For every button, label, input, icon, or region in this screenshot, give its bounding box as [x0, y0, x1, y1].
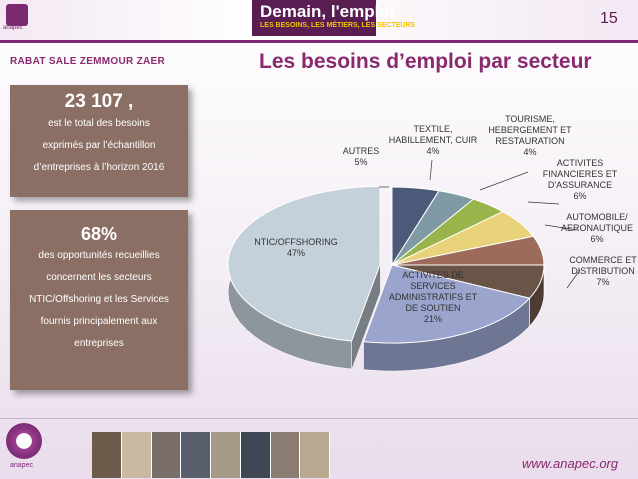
card-line: NTIC/Offshoring et les Services — [29, 294, 169, 305]
brand-subtitle: LES BESOINS, LES MÉTIERS, LES SECTEURS — [260, 22, 416, 29]
card-line: exprimés par l’échantillon — [42, 140, 156, 151]
card-line: fournis principalement aux — [40, 316, 158, 327]
opportunities-card: 68% des opportunités recueillies concern… — [10, 210, 188, 390]
card-line: entreprises — [74, 338, 124, 349]
brand-title: Demain, l'emploi — [260, 2, 395, 21]
card-line: est le total des besoins — [48, 118, 150, 129]
photo-strip — [92, 432, 330, 478]
leader-line — [566, 269, 581, 289]
slice-label: NTIC/OFFSHORING 47% — [254, 237, 338, 258]
opportunities-value: 68% — [80, 224, 118, 244]
footer-photo — [121, 432, 152, 478]
footer-photo — [300, 432, 330, 478]
slice-label: ACTIVITES DE SERVICES ADMINISTRATIFS ET DE … — [389, 270, 478, 324]
card-line: concernent les secteurs — [46, 272, 152, 283]
leader-line — [544, 224, 578, 231]
footer-photo — [211, 432, 241, 478]
slice-label: AUTOMOBILE/AERONAUTIQUE 6% — [561, 212, 633, 244]
slice-label: ACTIVITES FINANCIERES ET D'ASSURANCE 6% — [543, 158, 618, 201]
leader-line — [429, 159, 433, 181]
slice-label: COMMERCE ET DISTRIBUTION 7% — [569, 255, 637, 287]
footer-photo — [240, 432, 271, 478]
website-url: www.anapec.org — [522, 456, 619, 471]
total-needs-value: 23 107 , — [64, 91, 134, 112]
page-title: Les besoins d’emploi par secteur — [259, 50, 592, 73]
pie-slice-wall — [351, 264, 381, 370]
leader-line — [527, 201, 560, 205]
card-line: d’entreprises à l’horizon 2016 — [33, 162, 165, 173]
anapec-logo-icon — [6, 4, 28, 26]
pie-slice-8 — [227, 185, 381, 342]
total-needs-card: 23 107 , est le total des besoins exprim… — [10, 85, 188, 197]
header-divider — [0, 40, 638, 43]
card-line: des opportunités recueillies — [38, 250, 160, 261]
slice-label: TEXTILE, HABILLEMENT, CUIR 4% — [389, 124, 478, 156]
footer-divider — [0, 418, 638, 419]
footer-photo — [92, 432, 122, 478]
pie-slice-7 — [362, 264, 531, 344]
logo-text: anapec — [3, 25, 23, 31]
anapec-footer-logo-icon — [6, 423, 42, 459]
leader-line — [479, 171, 529, 191]
footer-photo — [181, 432, 211, 478]
footer-photo — [270, 432, 301, 478]
footer-logo-text: anapec — [10, 462, 33, 469]
region-label: RABAT SALE ZEMMOUR ZAER — [10, 56, 166, 67]
slice-label: AUTRES 5% — [343, 146, 380, 167]
slice-label: TOURISME, HEBERGEMENT ET RESTAURATION 4% — [488, 114, 572, 157]
page-number: 15 — [600, 10, 618, 27]
brand-banner — [252, 0, 376, 36]
footer-photo — [151, 432, 182, 478]
